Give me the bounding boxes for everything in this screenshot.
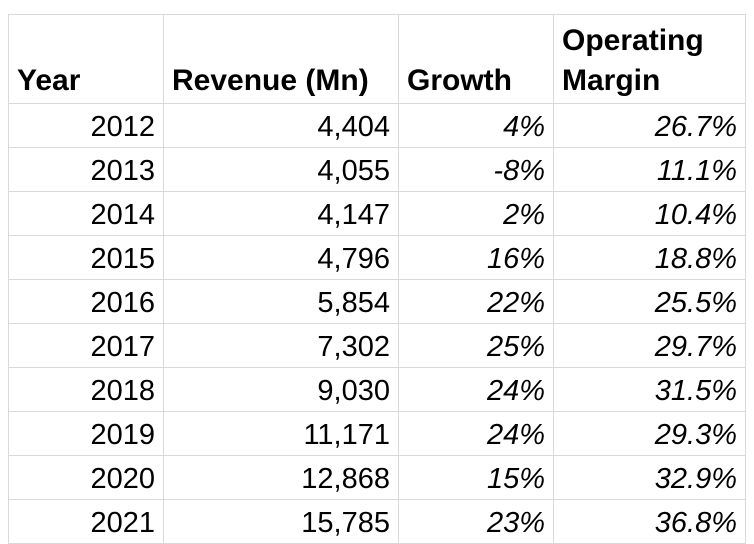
table-cell: 2015: [8, 235, 164, 280]
table-cell: 2018: [8, 367, 164, 412]
table-cell: 31.5%: [553, 367, 746, 412]
table-cell: 2017: [8, 323, 164, 368]
table-cell: 36.8%: [553, 499, 746, 544]
header-cell: Operating Margin: [553, 14, 746, 104]
table-cell: 32.9%: [553, 455, 746, 500]
header-cell: Growth: [398, 14, 554, 104]
table-cell: 7,302: [163, 323, 399, 368]
table-row: 2014 4,147 2% 10.4%: [8, 191, 746, 236]
table-cell: 4,147: [163, 191, 399, 236]
table-cell: 12,868: [163, 455, 399, 500]
table-cell: 9,030: [163, 367, 399, 412]
table-cell: -8%: [398, 147, 554, 192]
table-cell: 23%: [398, 499, 554, 544]
table-cell: 24%: [398, 367, 554, 412]
table-cell: 2%: [398, 191, 554, 236]
table-cell: 4,404: [163, 103, 399, 148]
spreadsheet-table: Year Revenue (Mn) Growth Operating Margin 2…: [8, 14, 746, 544]
table-row: 2013 4,055 -8% 11.1%: [8, 147, 746, 192]
table-cell: 2013: [8, 147, 164, 192]
table-cell: 2016: [8, 279, 164, 324]
table-cell: 24%: [398, 411, 554, 456]
header-cell: Year: [8, 14, 164, 104]
table-cell: 4,796: [163, 235, 399, 280]
table-row: 2019 11,171 24% 29.3%: [8, 411, 746, 456]
header-cell: Revenue (Mn): [163, 14, 399, 104]
table-cell: 2019: [8, 411, 164, 456]
table-cell: 2021: [8, 499, 164, 544]
table-cell: 5,854: [163, 279, 399, 324]
table-row: 2018 9,030 24% 31.5%: [8, 367, 746, 412]
table-row: 2016 5,854 22% 25.5%: [8, 279, 746, 324]
table-cell: 11.1%: [553, 147, 746, 192]
table-cell: 26.7%: [553, 103, 746, 148]
table-row: 2021 15,785 23% 36.8%: [8, 499, 746, 544]
table-cell: 2020: [8, 455, 164, 500]
table-row: 2015 4,796 16% 18.8%: [8, 235, 746, 280]
table-body: 2012 4,404 4% 26.7% 2013 4,055 -8% 11.1% 2014 4,1…: [8, 103, 746, 544]
table-cell: 25%: [398, 323, 554, 368]
table-cell: 4%: [398, 103, 554, 148]
table-cell: 29.7%: [553, 323, 746, 368]
table-cell: 15,785: [163, 499, 399, 544]
table-cell: 10.4%: [553, 191, 746, 236]
table-row: 2020 12,868 15% 32.9%: [8, 455, 746, 500]
table-row: 2017 7,302 25% 29.7%: [8, 323, 746, 368]
table-cell: 16%: [398, 235, 554, 280]
table-cell: 2012: [8, 103, 164, 148]
table-header: Year Revenue (Mn) Growth Operating Margin: [8, 14, 746, 104]
table-cell: 2014: [8, 191, 164, 236]
table-row: 2012 4,404 4% 26.7%: [8, 103, 746, 148]
table-cell: 15%: [398, 455, 554, 500]
header-row: Year Revenue (Mn) Growth Operating Margin: [8, 14, 746, 104]
table-cell: 29.3%: [553, 411, 746, 456]
table-cell: 11,171: [163, 411, 399, 456]
table-cell: 22%: [398, 279, 554, 324]
table-cell: 18.8%: [553, 235, 746, 280]
table-cell: 4,055: [163, 147, 399, 192]
table-cell: 25.5%: [553, 279, 746, 324]
